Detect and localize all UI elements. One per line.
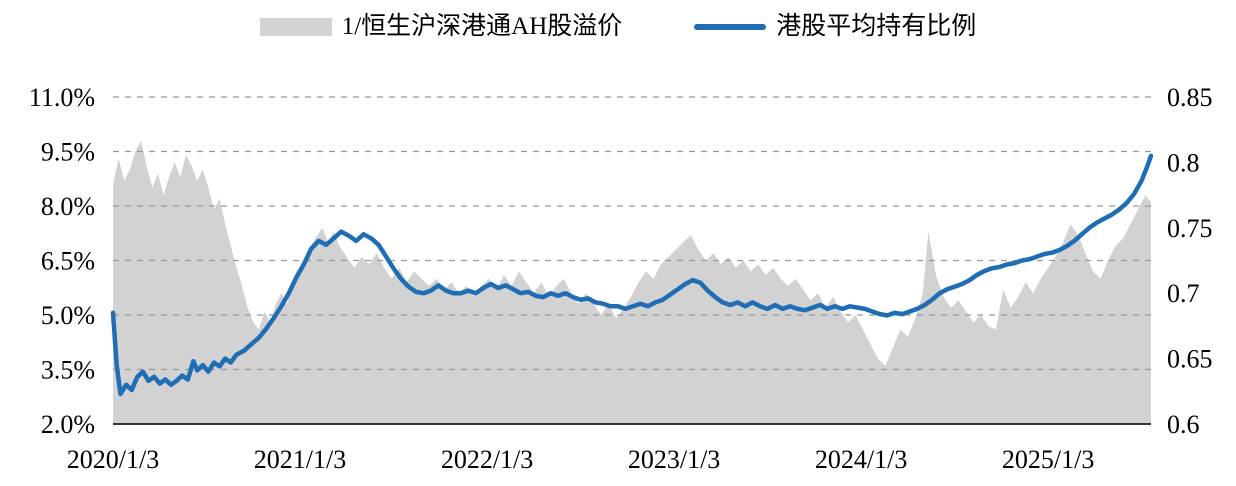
line-series <box>110 153 1154 397</box>
right-axis-tick-label: 0.7 <box>1167 279 1200 308</box>
right-axis-tick-label: 0.65 <box>1167 345 1213 374</box>
left-axis-tick-label: 6.5% <box>41 247 95 276</box>
right-axis-tick-label: 0.8 <box>1167 148 1200 177</box>
right-axis-tick-label: 0.75 <box>1167 214 1213 243</box>
legend-item-area: 1/恒生沪深港通AH股溢价 <box>259 13 623 40</box>
legend-item-line: 港股平均持有比例 <box>694 14 976 39</box>
area-swatch-icon <box>259 17 332 36</box>
left-axis-tick-label: 9.5% <box>41 138 95 167</box>
x-axis-tick-label: 2022/1/3 <box>441 445 533 474</box>
x-axis-tick-label: 2023/1/3 <box>628 445 720 474</box>
right-axis-tick-label: 0.85 <box>1167 83 1213 112</box>
left-axis-tick-label: 11.0% <box>29 83 95 112</box>
left-axis-tick-label: 5.0% <box>41 301 95 330</box>
area-series <box>113 140 1151 424</box>
x-axis-tick-label: 2024/1/3 <box>815 445 907 474</box>
legend-label-line: 港股平均持有比例 <box>776 13 977 40</box>
left-axis-tick-label: 3.5% <box>41 356 95 385</box>
right-axis-tick-label: 0.6 <box>1167 410 1200 439</box>
left-axis-tick-label: 2.0% <box>41 410 95 439</box>
x-axis-tick-label: 2020/1/3 <box>67 445 159 474</box>
x-axis-tick-label: 2025/1/3 <box>1002 445 1094 474</box>
left-axis-tick-label: 8.0% <box>41 192 95 221</box>
line-swatch-icon <box>694 23 767 30</box>
legend-label-area: 1/恒生沪深港通AH股溢价 <box>341 13 623 40</box>
chart-legend: 1/恒生沪深港通AH股溢价 港股平均持有比例 <box>0 14 1236 39</box>
x-axis-tick-label: 2021/1/3 <box>254 445 346 474</box>
